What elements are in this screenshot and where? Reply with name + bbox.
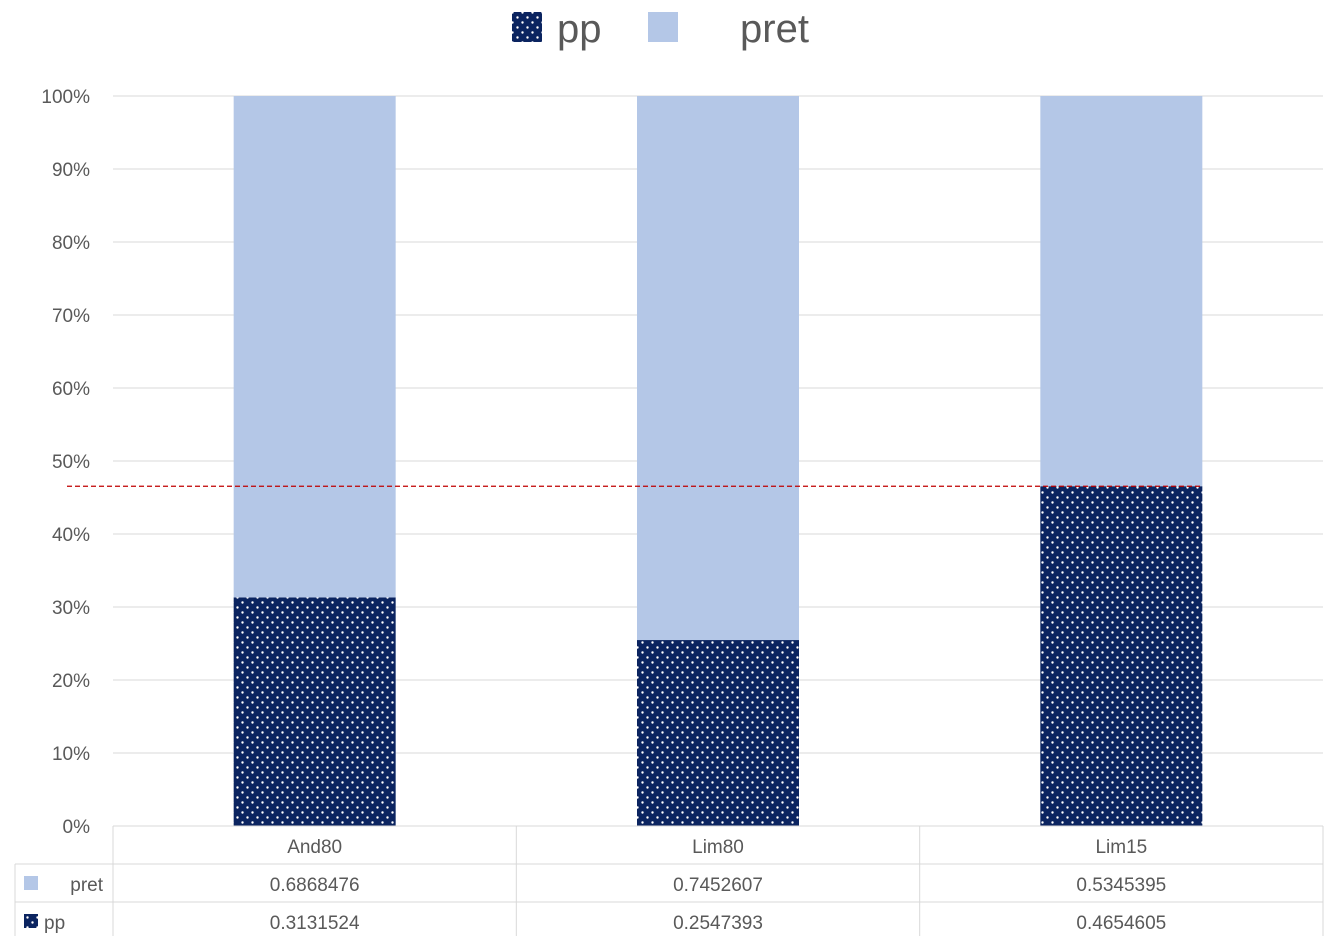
table-category-header: And80: [287, 837, 342, 858]
bar-segment-pret: [233, 96, 396, 598]
table-legend-key-pret: [24, 876, 38, 890]
y-tick-label: 20%: [52, 671, 90, 692]
y-tick-label: 100%: [41, 87, 90, 108]
y-tick-label: 10%: [52, 744, 90, 765]
table-cell-value: 0.2547393: [673, 913, 763, 934]
table-category-header: Lim15: [1095, 837, 1147, 858]
legend-swatch-pret: [648, 12, 678, 42]
table-cell-value: 0.7452607: [673, 875, 763, 896]
y-tick-label: 90%: [52, 160, 90, 181]
table-row-label-pp: pp: [44, 913, 65, 934]
y-tick-label: 80%: [52, 233, 90, 254]
y-tick-label: 30%: [52, 598, 90, 619]
y-tick-label: 50%: [52, 452, 90, 473]
legend-label-pp: pp: [557, 7, 602, 51]
y-tick-label: 40%: [52, 525, 90, 546]
y-axis-ticks: 0% 10% 20% 30% 40% 50% 60% 70% 80% 90% 100%: [41, 87, 90, 838]
y-tick-label: 70%: [52, 306, 90, 327]
table-cell-value: 0.4654605: [1076, 913, 1166, 934]
legend: pp pret: [512, 7, 809, 51]
bar-segment-pp: [637, 640, 799, 826]
table-cell-value: 0.3131524: [270, 913, 360, 934]
data-table: And80 Lim80 Lim15 pret 0.6868476 0.7452607 0.5…: [14, 825, 1324, 936]
bar-segment-pp: [233, 597, 396, 826]
legend-label-pret: pret: [740, 7, 809, 51]
bar-segment-pret: [1040, 96, 1203, 487]
table-legend-key-pp: [24, 914, 38, 928]
bar-segment-pp: [1040, 486, 1203, 826]
legend-swatch-pp: [512, 12, 542, 42]
y-tick-label: 60%: [52, 379, 90, 400]
table-cell-value: 0.5345395: [1076, 875, 1166, 896]
table-cell-value: 0.6868476: [270, 875, 360, 896]
table-category-header: Lim80: [692, 837, 744, 858]
bar-segment-pret: [637, 96, 799, 641]
y-tick-label: 0%: [63, 817, 91, 838]
bars: [233, 96, 1203, 826]
table-row-label-pret: pret: [70, 875, 103, 896]
